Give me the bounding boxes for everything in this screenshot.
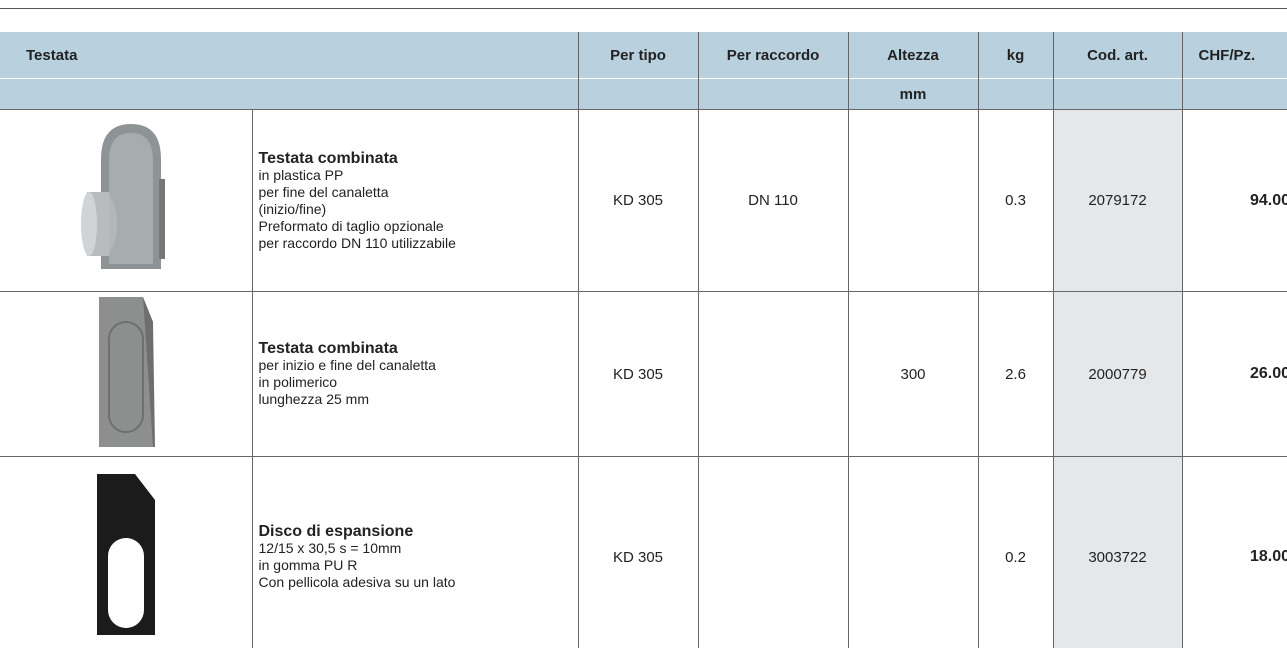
description-line: 12/15 x 30,5 s = 10mm (258, 540, 402, 556)
product-title: Testata combinata (258, 340, 398, 357)
altezza-cell (847, 109, 979, 292)
row: Testata combinata per inizio e fine del c… (0, 291, 1287, 457)
description-line: (inizio/fine) (258, 200, 327, 217)
header-cell (0, 78, 579, 110)
kg-cell: 0.2 (977, 456, 1054, 648)
product-title: Testata combinata (258, 149, 398, 167)
header-cell: Altezza (847, 32, 979, 79)
price-cell: 94.00 (1181, 109, 1287, 292)
altezza-cell: 300 (847, 291, 979, 457)
product-picture (98, 297, 155, 447)
per-raccordo-cell: DN 110 (697, 109, 849, 292)
description-line: in polimerico (258, 374, 338, 390)
product-image (0, 456, 252, 648)
per-raccordo-cell (697, 456, 849, 648)
description: Disco di espansione 12/15 x 30,5 s = 10mm… (251, 456, 579, 648)
description-line: per fine del canaletta (258, 183, 389, 200)
price-cell: 26.00 (1181, 291, 1287, 457)
kg-cell: 0.3 (977, 109, 1054, 292)
product-picture (96, 474, 155, 635)
header-cell (577, 78, 699, 110)
header-cell (697, 78, 849, 110)
per-tipo-cell: KD 305 (577, 456, 699, 648)
header-cell (977, 78, 1054, 110)
description-line: Con pellicola adesiva su un lato (258, 574, 456, 590)
description-line: Preformato di taglio opzionale (258, 217, 444, 234)
product-image (0, 109, 252, 292)
row: Testata combinata in plastica PP per fine … (0, 109, 1287, 292)
description-line: in gomma PU R (258, 557, 358, 573)
price-cell: 18.00 (1181, 456, 1287, 648)
per-tipo-cell: KD 305 (577, 109, 699, 292)
header-cell: Per tipo (577, 32, 699, 79)
header-cell: kg (977, 32, 1054, 79)
cod-art-cell: 3003722 (1052, 456, 1183, 648)
kg-cell: 2.6 (977, 291, 1054, 457)
description-line: lunghezza 25 mm (258, 391, 370, 407)
description-line: per inizio e fine del canaletta (258, 357, 436, 373)
product-table: Testata Per tipo Per raccordo Altezza kg… (0, 32, 1287, 648)
description: Testata combinata in plastica PP per fine … (251, 109, 579, 292)
header-cell: Cod. art. (1052, 32, 1183, 79)
cod-art-cell: 2079172 (1052, 109, 1183, 292)
header-cell: Per raccordo (697, 32, 849, 79)
unit-cell: mm (847, 78, 979, 110)
row: Disco di espansione 12/15 x 30,5 s = 10mm… (0, 456, 1287, 648)
product-title: Disco di espansione (258, 523, 414, 540)
description-line: per raccordo DN 110 utilizzabile (258, 234, 456, 251)
top-rule (0, 8, 1287, 9)
per-raccordo-cell (697, 291, 849, 457)
cod-art-cell: 2000779 (1052, 291, 1183, 457)
header-cell (1052, 78, 1183, 110)
description-line: in plastica PP (258, 166, 344, 183)
header-cell: CHF/Pz. (1181, 32, 1287, 79)
altezza-cell (847, 456, 979, 648)
header-cell: Testata (0, 32, 579, 79)
per-tipo-cell: KD 305 (577, 291, 699, 457)
product-image (0, 291, 252, 457)
header-cell (1181, 78, 1287, 110)
description: Testata combinata per inizio e fine del c… (251, 291, 579, 457)
product-picture (80, 123, 165, 269)
